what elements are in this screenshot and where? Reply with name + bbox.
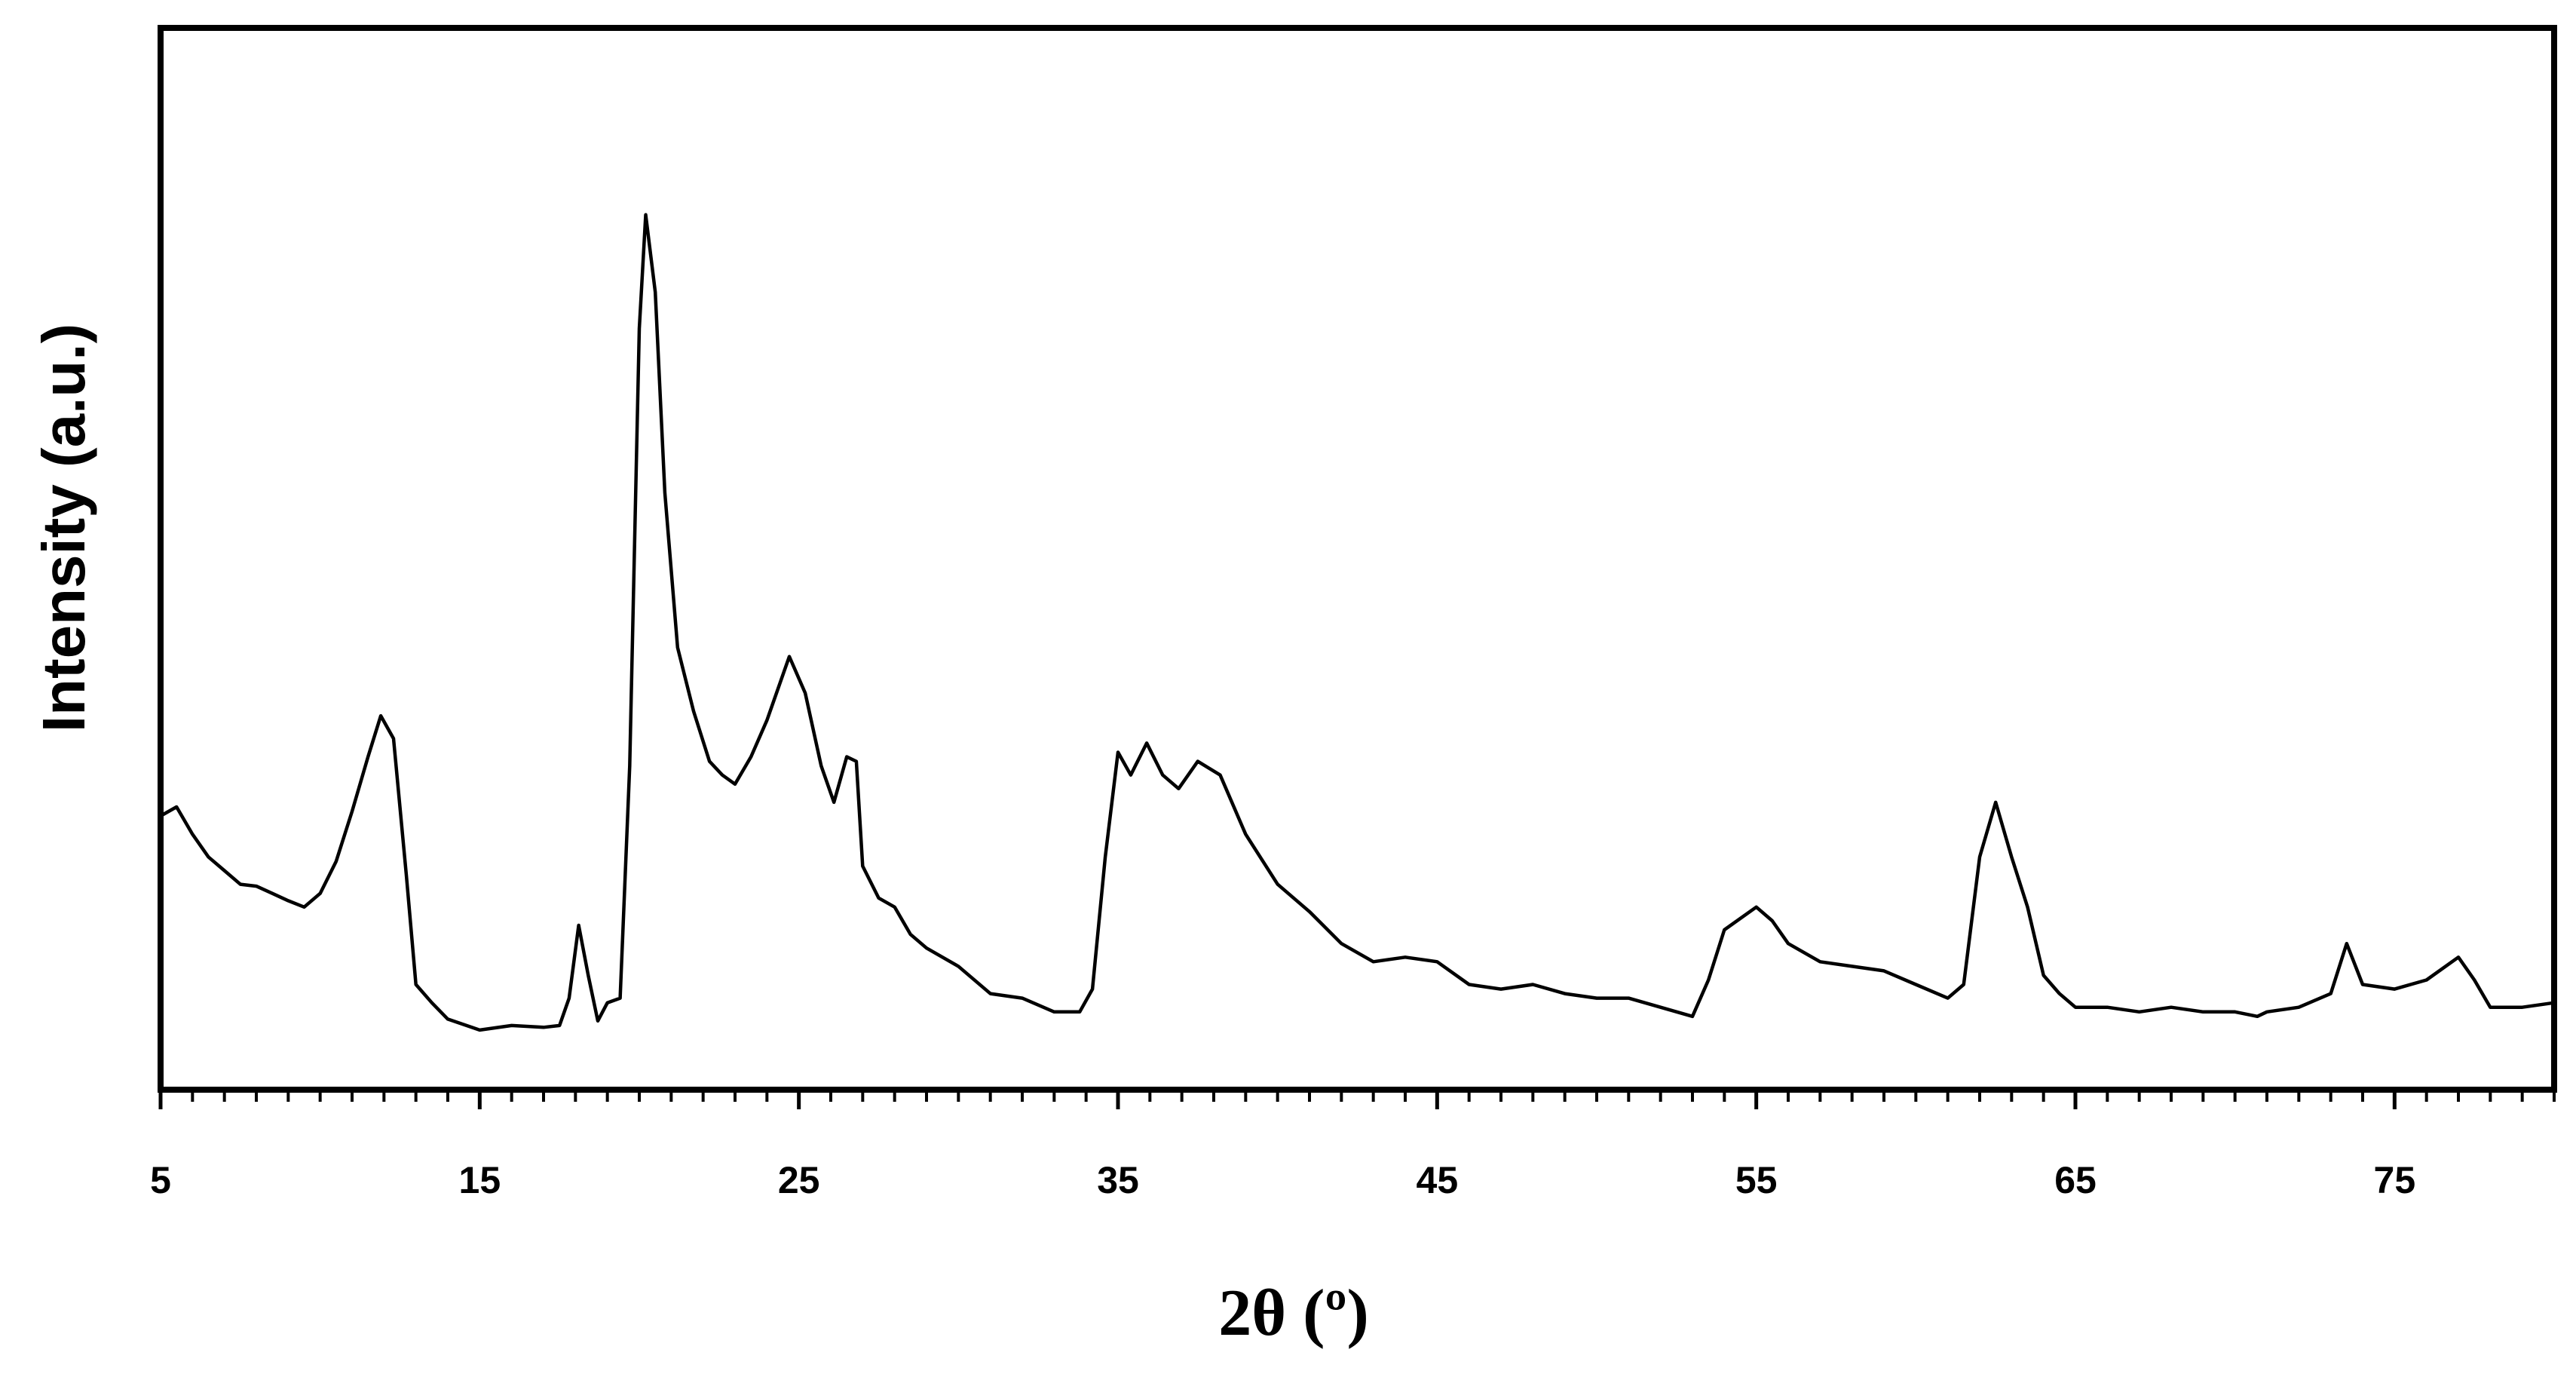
x-axis-title: 2θ (º) [1218, 1277, 1369, 1350]
x-tick-label: 5 [150, 1159, 171, 1201]
plot-frame [158, 25, 2557, 1093]
x-tick-label: 45 [1417, 1159, 1459, 1201]
x-tick-label: 55 [1735, 1159, 1778, 1201]
x-tick-label: 75 [2374, 1159, 2416, 1201]
x-tick-label: 35 [1097, 1159, 1139, 1201]
x-tick-labels: 5 15 25 35 45 55 65 75 [150, 1159, 2415, 1201]
x-tick-label: 15 [459, 1159, 501, 1201]
x-tick-label: 65 [2054, 1159, 2097, 1201]
x-tick-label: 25 [778, 1159, 820, 1201]
y-axis-title: Intensity (a.u.) [30, 324, 97, 732]
xrd-pattern-line [158, 213, 2556, 1032]
x-major-ticks [158, 1090, 2397, 1109]
